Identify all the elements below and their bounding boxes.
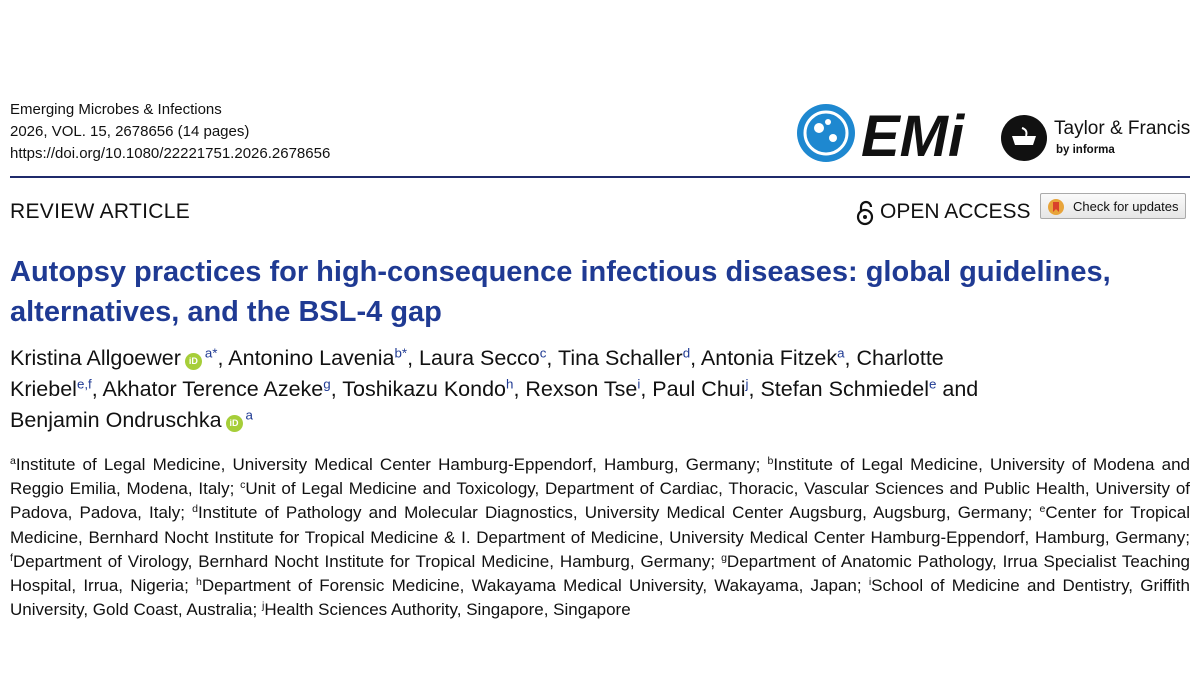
- open-access-icon: [856, 200, 874, 226]
- check-updates-label: Check for updates: [1073, 199, 1179, 214]
- author-separator: ,: [748, 377, 755, 401]
- author-name: Charlotte Kriebel: [10, 346, 944, 401]
- affiliation-mark: j: [261, 600, 265, 613]
- author-name: Laura Secco: [419, 346, 540, 370]
- tf-icon: [1001, 115, 1047, 161]
- author-name: Kristina Allgoewer: [10, 346, 181, 370]
- emi-text: EMi: [861, 104, 966, 164]
- author-separator: ,: [640, 377, 647, 401]
- affiliation-text: Department of Anatomic Pathology, Irrua …: [10, 551, 1190, 596]
- header-rule: [10, 176, 1190, 178]
- author-name: Antonino Lavenia: [228, 346, 395, 370]
- author-affiliation-mark: e,f: [76, 376, 92, 392]
- author-separator: ,: [217, 346, 224, 370]
- orcid-icon[interactable]: iD: [225, 415, 243, 432]
- article-type: REVIEW ARTICLE: [10, 200, 191, 223]
- affiliation-text: Institute of Pathology and Molecular Dia…: [197, 503, 1033, 523]
- author-affiliation-mark: g: [323, 376, 331, 392]
- author-name: Stefan Schmiedel: [760, 377, 929, 401]
- author-name: Rexson Tse: [525, 377, 638, 401]
- journal-issue: 2026, VOL. 15, 2678656 (14 pages): [10, 123, 250, 140]
- affiliation-mark: a: [10, 455, 16, 468]
- affiliation-text: Department of Virology, Bernhard Nocht I…: [12, 551, 716, 571]
- author-separator: ,: [330, 377, 337, 401]
- affiliation-mark: d: [192, 503, 198, 516]
- affiliation-text: Health Sciences Authority, Singapore, Si…: [264, 600, 631, 620]
- author-name: Paul Chui: [652, 377, 746, 401]
- author-separator: ,: [546, 346, 553, 370]
- author-name: Benjamin Ondruschka: [10, 408, 222, 432]
- author-affiliation-mark: c: [539, 345, 547, 361]
- affiliation-mark: i: [868, 576, 872, 589]
- affiliation-text: Department of Forensic Medicine, Wakayam…: [201, 576, 862, 596]
- author-affiliation-mark: e: [928, 376, 937, 392]
- affiliation-mark: c: [240, 479, 246, 492]
- author-affiliation-mark: a: [245, 407, 253, 423]
- author-affiliation-mark: a*: [204, 345, 218, 361]
- publisher-name: Taylor & Francis: [1054, 118, 1191, 139]
- affiliation-list: aInstitute of Legal Medicine, University…: [10, 453, 1190, 622]
- author-separator: ,: [407, 346, 414, 370]
- author-separator: ,: [513, 377, 520, 401]
- author-affiliation-mark: h: [506, 376, 514, 392]
- author-separator: ,: [690, 346, 697, 370]
- affiliation-mark: g: [721, 552, 727, 565]
- affiliation-text: School of Medicine and Dentistry, Griffi…: [10, 576, 1190, 620]
- orcid-icon[interactable]: iD: [184, 353, 202, 370]
- emi-logo: EMi: [797, 104, 966, 164]
- check-updates-button[interactable]: Check for updates: [1040, 193, 1186, 219]
- logo-ring: [803, 110, 849, 156]
- affiliation-text: Institute of Legal Medicine, University …: [15, 455, 761, 474]
- affiliation-mark: f: [10, 552, 13, 565]
- author-affiliation-mark: d: [682, 345, 691, 361]
- affiliation-mark: h: [196, 576, 202, 589]
- author-name: Toshikazu Kondo: [342, 377, 507, 401]
- affiliation-text: Unit of Legal Medicine and Toxicology, D…: [10, 479, 1190, 523]
- article-title: Autopsy practices for high-consequence i…: [10, 256, 1111, 328]
- logo-dot: [829, 134, 837, 142]
- author-separator: ,: [91, 377, 98, 401]
- affiliation-text: Institute of Legal Medicine, University …: [10, 455, 1190, 499]
- doi-link[interactable]: https://doi.org/10.1080/22221751.2026.26…: [10, 145, 331, 162]
- updates-icon: [1048, 199, 1064, 215]
- affiliation-text: Center for Tropical Medicine, Bernhard N…: [10, 503, 1190, 547]
- author-name: Tina Schaller: [558, 346, 683, 370]
- logo-dot: [814, 123, 824, 133]
- author-affiliation-mark: j: [745, 376, 749, 392]
- author-separator: ,: [844, 346, 851, 370]
- author-affiliation-mark: i: [637, 376, 641, 392]
- publisher-sub: by informa: [1056, 144, 1115, 156]
- logo-dot: [825, 119, 831, 125]
- author-name: Antonia Fitzek: [700, 346, 838, 370]
- affiliation-mark: e: [1039, 503, 1046, 516]
- author-separator: and: [942, 377, 979, 401]
- author-name: Akhator Terence Azeke: [102, 377, 324, 401]
- affiliation-mark: b: [767, 455, 774, 468]
- author-list: Kristina Allgoewer iDa*, Antonino Lavenia…: [10, 343, 1030, 436]
- author-affiliation-mark: a: [837, 345, 845, 361]
- open-access: OPEN ACCESS: [880, 200, 1031, 223]
- journal-name: Emerging Microbes & Infections: [10, 101, 222, 118]
- author-affiliation-mark: b*: [394, 345, 408, 361]
